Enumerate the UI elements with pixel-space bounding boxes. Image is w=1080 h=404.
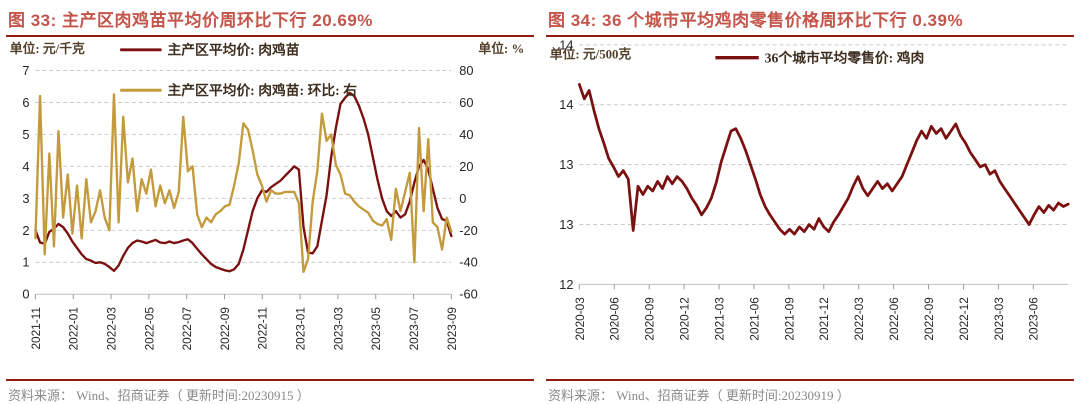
svg-text:2023-07: 2023-07 [407, 307, 421, 350]
svg-text:2020-06: 2020-06 [608, 297, 622, 341]
svg-text:2022-12: 2022-12 [957, 297, 971, 340]
svg-text:0: 0 [22, 287, 29, 302]
svg-text:2023-05: 2023-05 [369, 307, 383, 351]
svg-text:7: 7 [22, 63, 29, 78]
svg-text:2022-09: 2022-09 [922, 297, 936, 341]
price-series-legend-label: 主产区平均价: 肉鸡苗 [167, 42, 299, 58]
svg-text:13: 13 [559, 217, 573, 232]
figure-33-source: 资料来源： Wind、招商证券（ 更新时间:20230915 ） [6, 379, 534, 404]
svg-text:5: 5 [22, 127, 29, 142]
svg-text:2021-11: 2021-11 [29, 307, 43, 349]
legend-price-series: 主产区平均价: 肉鸡苗 [120, 42, 300, 58]
svg-text:3: 3 [22, 191, 29, 206]
left-axis-unit-label: 单位: 元/千克 [10, 41, 85, 56]
chick-price-line-chart: 7 80 6 60 5 40 4 20 3 0 2 -20 1 -40 0 -60 2021-11 2022-01… [10, 41, 524, 351]
svg-text:2: 2 [22, 223, 29, 238]
svg-text:2022-01: 2022-01 [67, 307, 81, 350]
svg-text:80: 80 [459, 63, 473, 78]
svg-text:2023-06: 2023-06 [1027, 297, 1041, 341]
svg-text:2020-09: 2020-09 [643, 297, 657, 341]
svg-text:2023-01: 2023-01 [294, 307, 308, 350]
svg-text:13: 13 [559, 157, 573, 172]
figure-33-title: 图 33: 主产区肉鸡苗平均价周环比下行 20.69% [6, 0, 534, 37]
retail-series-legend-label: 36个城市平均零售价: 鸡肉 [765, 50, 925, 66]
svg-text:2021-09: 2021-09 [782, 297, 796, 341]
figure-34-title: 图 34: 36 个城市平均鸡肉零售价格周环比下行 0.39% [546, 0, 1074, 37]
svg-text:4: 4 [22, 159, 29, 174]
svg-text:40: 40 [459, 127, 473, 142]
svg-text:2022-09: 2022-09 [218, 307, 232, 351]
svg-text:2020-03: 2020-03 [573, 297, 587, 341]
svg-text:-20: -20 [459, 223, 478, 238]
svg-text:2022-03: 2022-03 [852, 297, 866, 341]
svg-text:1: 1 [22, 255, 29, 270]
svg-text:2023-03: 2023-03 [992, 297, 1006, 341]
svg-text:2020-12: 2020-12 [678, 297, 692, 340]
svg-text:14: 14 [559, 97, 573, 112]
wow-series-legend-label: 主产区平均价: 肉鸡苗: 环比: 右 [167, 82, 357, 98]
svg-text:2023-09: 2023-09 [445, 307, 459, 351]
svg-text:6: 6 [22, 95, 29, 110]
svg-text:2021-03: 2021-03 [712, 297, 726, 341]
svg-text:-40: -40 [459, 255, 478, 270]
figure-34-retail-price: 图 34: 36 个城市平均鸡肉零售价格周环比下行 0.39% 14 14 13 13… [540, 0, 1080, 404]
svg-text:2021-06: 2021-06 [747, 297, 761, 341]
svg-text:60: 60 [459, 95, 473, 110]
svg-text:0: 0 [459, 191, 466, 206]
svg-text:2022-06: 2022-06 [887, 297, 901, 341]
right-axis-unit-label: 单位: % [478, 41, 524, 56]
svg-text:-60: -60 [459, 287, 478, 302]
svg-text:14: 14 [559, 37, 573, 52]
svg-text:2021-12: 2021-12 [817, 297, 831, 340]
svg-text:12: 12 [559, 277, 573, 292]
svg-text:2022-07: 2022-07 [180, 307, 194, 350]
svg-text:2022-11: 2022-11 [256, 307, 270, 349]
svg-text:2023-03: 2023-03 [331, 307, 345, 351]
retail-axis-unit-label: 单位: 元/500克 [550, 47, 632, 62]
figure-33-chick-price: 图 33: 主产区肉鸡苗平均价周环比下行 20.69% 7 80 6 60 5 40 4 20… [6, 0, 534, 404]
svg-text:2022-03: 2022-03 [104, 307, 118, 351]
svg-text:20: 20 [459, 159, 473, 174]
figure-34-source: 资料来源： Wind、招商证券（ 更新时间:20230919 ） [546, 379, 1074, 404]
legend-wow-series: 主产区平均价: 肉鸡苗: 环比: 右 [120, 82, 357, 98]
legend-retail-series: 36个城市平均零售价: 鸡肉 [715, 50, 924, 66]
svg-text:2022-05: 2022-05 [142, 307, 156, 351]
